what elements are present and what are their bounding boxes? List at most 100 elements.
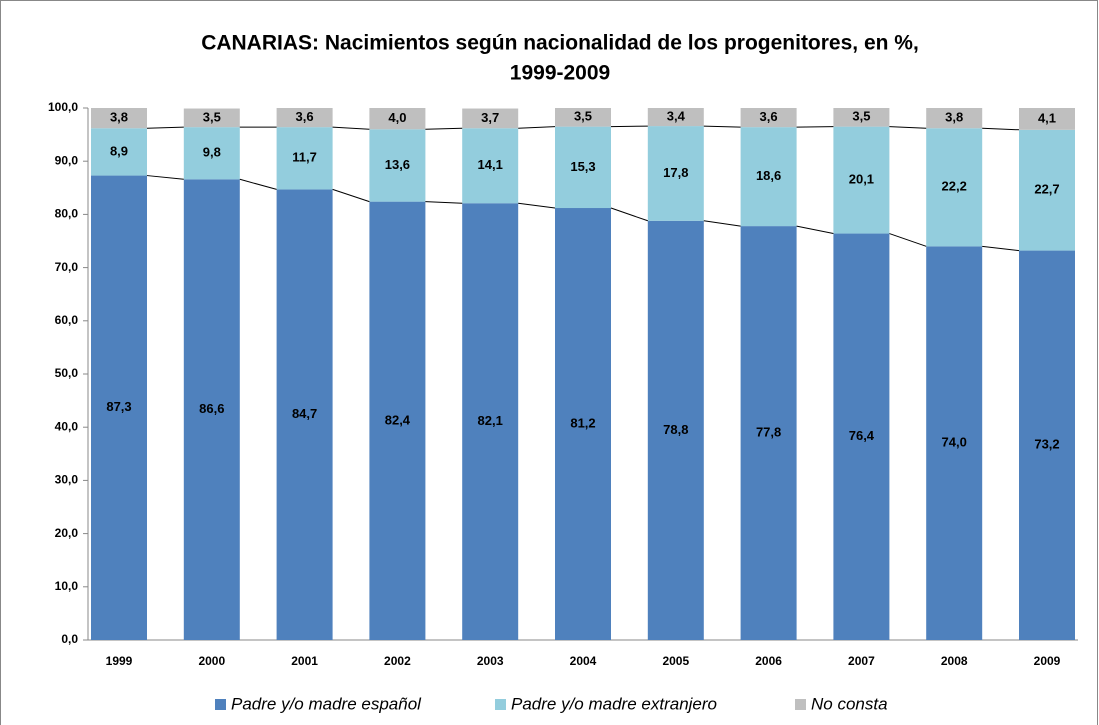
series-line — [796, 126, 834, 128]
y-tick-label: 50,0 — [55, 366, 79, 380]
y-tick-label: 70,0 — [55, 260, 79, 274]
value-label: 15,3 — [570, 159, 595, 174]
value-label: 3,4 — [667, 108, 686, 123]
bar-segment — [555, 208, 611, 641]
bar-segment — [462, 108, 519, 129]
series-line — [703, 125, 741, 128]
value-label: 14,1 — [478, 157, 503, 172]
bar-segment — [91, 108, 147, 129]
x-tick-label: 1999 — [106, 654, 133, 668]
value-label: 3,8 — [945, 110, 963, 125]
y-tick-label: 10,0 — [55, 579, 79, 593]
bar-segment — [462, 128, 519, 204]
y-tick-label: 0,0 — [61, 632, 78, 646]
legend-swatch — [795, 699, 806, 710]
x-tick-label: 2004 — [570, 654, 597, 668]
value-label: 87,3 — [106, 399, 131, 414]
x-tick-label: 2002 — [384, 654, 411, 668]
bar-segment — [276, 108, 333, 128]
bar-segment — [926, 128, 983, 247]
value-label: 81,2 — [570, 415, 595, 430]
x-tick-label: 2001 — [291, 654, 318, 668]
x-tick-label: 2009 — [1034, 654, 1061, 668]
value-label: 3,5 — [203, 109, 221, 124]
legend-label: Padre y/o madre extranjero — [511, 694, 717, 713]
bar-segment — [369, 129, 426, 202]
value-label: 78,8 — [663, 422, 688, 437]
bar-segment — [462, 203, 519, 640]
series-line — [982, 127, 1020, 131]
x-tick-label: 2008 — [941, 654, 968, 668]
value-label: 11,7 — [292, 150, 317, 165]
value-label: 22,2 — [942, 179, 967, 194]
value-label: 86,6 — [199, 401, 224, 416]
bar-segment — [91, 175, 147, 640]
value-label: 84,7 — [292, 406, 317, 421]
value-label: 13,6 — [385, 157, 410, 172]
bar-segment — [276, 189, 333, 640]
value-label: 3,7 — [481, 110, 499, 125]
legend-swatch — [215, 699, 226, 710]
series-line — [425, 127, 463, 130]
bar-segment — [740, 108, 797, 128]
bar-segment — [833, 108, 890, 127]
value-label: 4,1 — [1038, 110, 1056, 125]
series-line — [889, 233, 927, 247]
bar-segment — [647, 108, 704, 127]
value-label: 3,6 — [760, 109, 778, 124]
value-label: 18,6 — [756, 168, 781, 183]
bar-segment — [647, 126, 704, 221]
series-line — [332, 188, 370, 203]
bar-segment — [276, 127, 333, 190]
y-tick-label: 80,0 — [55, 207, 79, 221]
series-line — [889, 126, 927, 129]
y-tick-label: 90,0 — [55, 153, 79, 167]
value-label: 3,5 — [574, 109, 592, 124]
value-label: 82,1 — [478, 413, 503, 428]
value-label: 76,4 — [849, 428, 875, 443]
bar-segment — [183, 108, 240, 128]
bar-segment — [833, 126, 890, 234]
series-line — [610, 207, 648, 222]
bar-segment — [91, 128, 147, 176]
bar-segment — [183, 127, 240, 180]
series-line — [796, 225, 834, 235]
value-label: 73,2 — [1034, 437, 1059, 452]
chart-subtitle: 1999-2009 — [510, 62, 610, 85]
bar-segment — [740, 127, 797, 227]
series-line — [146, 126, 184, 129]
series-line — [332, 126, 370, 130]
value-label: 4,0 — [388, 110, 406, 125]
bar-segment — [555, 108, 611, 127]
bar-segment — [740, 226, 797, 640]
bar-segment — [833, 233, 890, 640]
y-tick-label: 20,0 — [55, 526, 79, 540]
x-tick-label: 2003 — [477, 654, 504, 668]
series-line — [518, 202, 556, 209]
bar-segment — [1019, 129, 1075, 251]
chart-title: CANARIAS: Nacimientos según nacionalidad… — [201, 32, 919, 55]
bar-segment — [926, 108, 983, 129]
bar-segment — [1019, 250, 1075, 641]
x-tick-label: 2006 — [755, 654, 782, 668]
value-label: 17,8 — [663, 165, 688, 180]
y-tick-label: 100,0 — [48, 100, 78, 114]
value-label: 9,8 — [203, 145, 221, 160]
bar-segment — [1019, 108, 1075, 130]
value-label: 3,8 — [110, 110, 128, 125]
bar-segment — [926, 246, 983, 640]
value-label: 20,1 — [849, 172, 874, 187]
value-label: 22,7 — [1034, 182, 1059, 197]
legend-label: No consta — [811, 694, 888, 713]
y-tick-label: 60,0 — [55, 313, 79, 327]
value-label: 8,9 — [110, 143, 128, 158]
series-line — [703, 220, 741, 227]
series-line — [518, 126, 556, 129]
legend-label: Padre y/o madre español — [231, 694, 422, 713]
series-line — [610, 125, 648, 128]
bar-segment — [369, 108, 426, 130]
value-label: 74,0 — [942, 435, 967, 450]
bar-segment — [369, 201, 426, 640]
series-line — [239, 178, 277, 190]
